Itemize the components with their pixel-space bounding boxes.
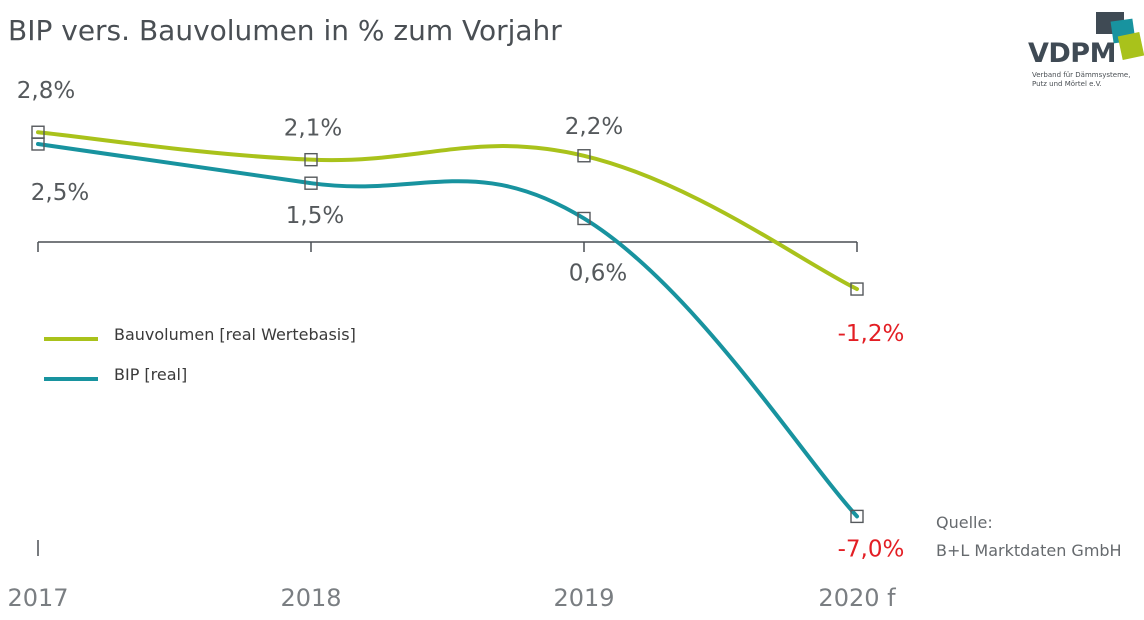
source-note: Quelle: B+L Marktdaten GmbH bbox=[936, 509, 1122, 565]
data-point-marker bbox=[304, 152, 318, 167]
logo-tagline-line2: Putz und Mörtel e.V. bbox=[1032, 80, 1102, 88]
logo-squares-icon bbox=[1096, 12, 1144, 60]
data-label: 2,2% bbox=[565, 114, 623, 140]
data-point-marker bbox=[850, 509, 864, 524]
x-tick-label: 2019 bbox=[553, 584, 614, 612]
series-line-2 bbox=[36, 142, 859, 519]
x-tick-label: 2017 bbox=[7, 584, 68, 612]
data-label: 0,6% bbox=[569, 260, 627, 286]
data-label: 2,8% bbox=[17, 78, 75, 104]
data-point-marker bbox=[850, 282, 864, 296]
data-point-marker bbox=[31, 137, 45, 151]
legend-swatch-bip bbox=[44, 377, 98, 381]
legend-label-bauvolumen: Bauvolumen [real Wertebasis] bbox=[114, 325, 356, 344]
x-tick-label: 2020 f bbox=[818, 584, 896, 612]
legend-swatch-bauvolumen bbox=[44, 337, 98, 341]
logo-wordmark: VDPM bbox=[1028, 38, 1116, 69]
data-point-marker bbox=[577, 211, 591, 226]
source-name: B+L Marktdaten GmbH bbox=[936, 541, 1122, 560]
legend-label-bip: BIP [real] bbox=[114, 365, 188, 384]
series-line-1 bbox=[36, 130, 859, 292]
data-label: -1,2% bbox=[838, 321, 905, 347]
chart-title: BIP vers. Bauvolumen in % zum Vorjahr bbox=[8, 14, 562, 47]
logo-tagline: Verband für Dämmsysteme, Putz und Mörtel… bbox=[1032, 71, 1142, 89]
data-point-marker bbox=[304, 176, 318, 190]
data-label: 2,5% bbox=[31, 180, 89, 206]
source-label: Quelle: bbox=[936, 513, 993, 532]
data-label: 2,1% bbox=[284, 116, 342, 142]
x-tick-label: 2018 bbox=[280, 584, 341, 612]
data-label: -7,0% bbox=[838, 536, 905, 562]
data-label: 1,5% bbox=[286, 203, 344, 229]
vdpm-logo: VDPM Verband für Dämmsysteme, Putz und M… bbox=[1026, 10, 1144, 110]
logo-tagline-line1: Verband für Dämmsysteme, bbox=[1032, 71, 1131, 79]
data-point-marker bbox=[577, 149, 591, 163]
